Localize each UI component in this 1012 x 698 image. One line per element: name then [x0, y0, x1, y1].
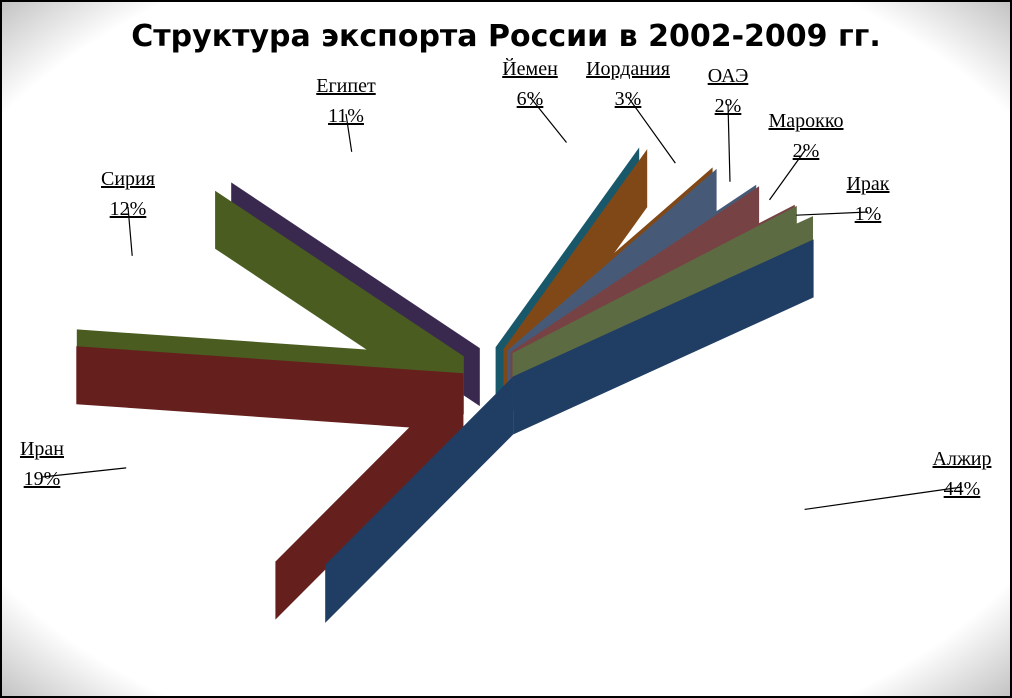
value-label: 2%	[793, 140, 820, 162]
value-label: 2%	[715, 95, 742, 117]
category-label: Йемен	[502, 57, 558, 80]
leader-line	[127, 206, 133, 256]
category-label: ОАЭ	[708, 65, 749, 87]
category-label: Марокко	[768, 110, 843, 132]
slice-side	[215, 190, 464, 415]
value-label: 12%	[110, 198, 147, 220]
slice-side	[76, 346, 464, 432]
category-label: Сирия	[101, 168, 155, 190]
category-label: Ирак	[846, 173, 889, 195]
leader-line	[769, 148, 807, 201]
leader-line	[345, 113, 353, 152]
value-label: 3%	[615, 88, 642, 110]
value-label: 6%	[517, 88, 544, 110]
leader-line	[41, 467, 127, 478]
slice-side	[275, 373, 464, 620]
leader-line	[727, 103, 731, 182]
leader-line	[529, 96, 567, 143]
slice-side	[513, 239, 814, 435]
leader-line	[796, 211, 869, 216]
value-label: 19%	[24, 468, 61, 490]
category-label: Иран	[20, 438, 64, 460]
value-label: 11%	[328, 105, 364, 127]
leader-line	[804, 486, 963, 511]
slice-side	[325, 376, 514, 623]
category-label: Алжир	[933, 448, 992, 470]
leader-line	[627, 96, 676, 164]
value-label: 1%	[855, 203, 882, 225]
value-label: 44%	[944, 478, 981, 500]
category-label: Египет	[316, 75, 376, 97]
category-label: Иордания	[586, 58, 670, 80]
chart-title: Структура экспорта России в 2002-2009 гг…	[131, 19, 880, 54]
